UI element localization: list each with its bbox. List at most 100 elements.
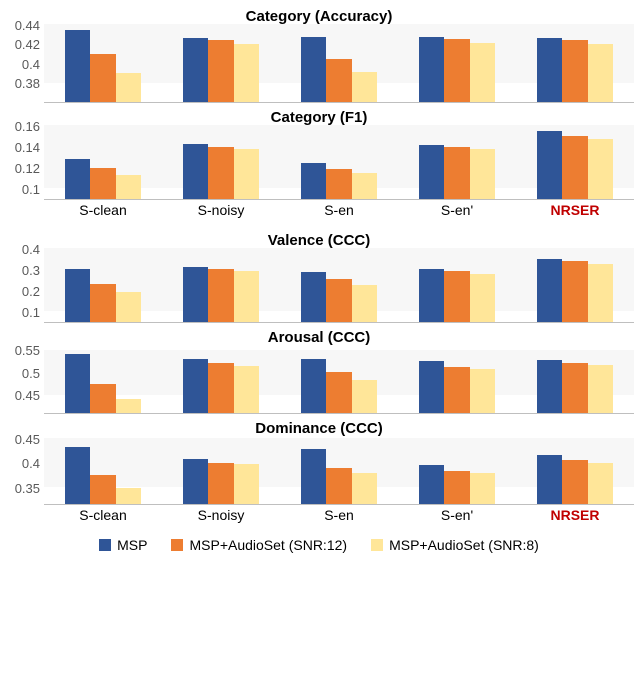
bar — [562, 136, 587, 199]
plot-area — [44, 25, 634, 103]
y-tick: 0.42 — [15, 38, 40, 51]
bar-group — [398, 249, 516, 322]
bar — [301, 449, 326, 504]
plot-area — [44, 249, 634, 323]
bar — [588, 139, 613, 199]
x-label: S-noisy — [162, 505, 280, 523]
bar — [183, 459, 208, 504]
y-axis: 0.160.140.120.1 — [4, 126, 44, 200]
plot-area — [44, 126, 634, 200]
bar — [90, 384, 115, 413]
bar — [65, 447, 90, 504]
y-tick: 0.4 — [22, 58, 40, 71]
bar — [352, 380, 377, 413]
bar-group — [162, 346, 280, 413]
bar — [65, 30, 90, 102]
bar — [326, 279, 351, 322]
bars-layer — [44, 249, 634, 322]
bars-layer — [44, 437, 634, 504]
bar — [208, 147, 233, 199]
bar — [588, 463, 613, 504]
bar — [419, 465, 444, 504]
bar-group — [280, 25, 398, 102]
x-label: S-noisy — [162, 200, 280, 218]
y-tick: 0.35 — [15, 482, 40, 495]
charts-container: Category (Accuracy)0.440.420.40.38Catego… — [4, 8, 634, 523]
bar — [588, 365, 613, 414]
bar — [326, 468, 351, 504]
plot-area — [44, 437, 634, 505]
bar — [470, 274, 495, 322]
bar — [326, 59, 351, 102]
bar — [116, 175, 141, 199]
bar — [234, 44, 259, 103]
bar — [562, 261, 587, 322]
bar-group — [516, 346, 634, 413]
bar-group — [516, 25, 634, 102]
chart-valence: Valence (CCC)0.40.30.20.1 — [4, 232, 634, 323]
bar — [588, 44, 613, 103]
bar — [301, 163, 326, 199]
bar — [90, 475, 115, 504]
bar — [183, 144, 208, 199]
y-tick: 0.5 — [22, 367, 40, 380]
y-axis: 0.40.30.20.1 — [4, 249, 44, 323]
x-axis: S-cleanS-noisyS-enS-en'NRSER — [44, 200, 634, 218]
bar — [65, 354, 90, 413]
bars-layer — [44, 25, 634, 102]
bar-group — [398, 126, 516, 199]
bar — [537, 38, 562, 102]
y-tick: 0.4 — [22, 457, 40, 470]
y-tick: 0.45 — [15, 433, 40, 446]
y-tick: 0.14 — [15, 141, 40, 154]
bar — [352, 173, 377, 199]
bar — [444, 39, 469, 102]
bar — [419, 269, 444, 322]
bar — [116, 292, 141, 322]
x-label: S-en — [280, 200, 398, 218]
bar — [90, 168, 115, 199]
bar — [301, 37, 326, 102]
legend-swatch — [171, 539, 183, 551]
bar — [326, 169, 351, 199]
bar — [470, 149, 495, 199]
y-axis: 0.440.420.40.38 — [4, 25, 44, 103]
bar-group — [280, 437, 398, 504]
bar-group — [398, 346, 516, 413]
bar-group — [280, 249, 398, 322]
bar-group — [44, 249, 162, 322]
y-tick: 0.16 — [15, 120, 40, 133]
legend-label: MSP — [117, 537, 147, 553]
bar — [537, 455, 562, 504]
y-tick: 0.44 — [15, 19, 40, 32]
y-tick: 0.1 — [22, 306, 40, 319]
chart-arousal: Arousal (CCC)0.550.50.45 — [4, 329, 634, 414]
chart-dominance: Dominance (CCC)0.450.40.35S-cleanS-noisy… — [4, 420, 634, 523]
bar-group — [280, 346, 398, 413]
chart-title: Arousal (CCC) — [4, 329, 634, 346]
bars-layer — [44, 346, 634, 413]
legend-item: MSP+AudioSet (SNR:12) — [171, 537, 347, 553]
bar — [301, 359, 326, 413]
bar — [537, 131, 562, 199]
bar-group — [162, 437, 280, 504]
legend-label: MSP+AudioSet (SNR:8) — [389, 537, 539, 553]
y-tick: 0.2 — [22, 285, 40, 298]
bar — [90, 284, 115, 322]
legend-label: MSP+AudioSet (SNR:12) — [189, 537, 347, 553]
y-axis: 0.450.40.35 — [4, 437, 44, 505]
bar — [116, 488, 141, 505]
bar — [208, 40, 233, 102]
bar — [419, 145, 444, 199]
bar — [208, 363, 233, 413]
legend-item: MSP — [99, 537, 147, 553]
bar — [234, 149, 259, 199]
bar — [537, 360, 562, 413]
legend-swatch — [371, 539, 383, 551]
bar — [90, 54, 115, 102]
bar-group — [280, 126, 398, 199]
bar — [234, 366, 259, 413]
bar — [234, 464, 259, 504]
x-label: S-en — [280, 505, 398, 523]
x-label: S-en' — [398, 505, 516, 523]
